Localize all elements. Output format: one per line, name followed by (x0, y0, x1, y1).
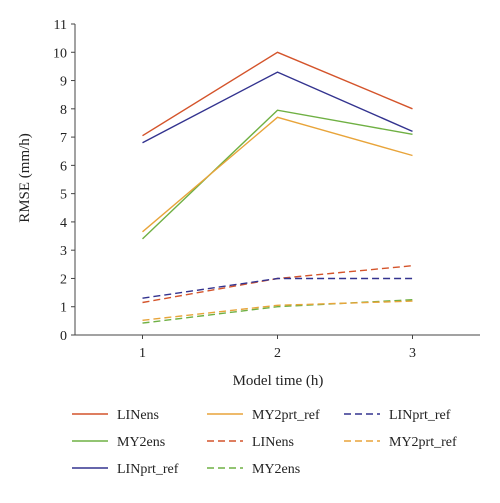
y-tick-label: 11 (54, 18, 67, 33)
series-line-solid-linens (142, 51, 413, 137)
legend: LINens MY2prt_ref LINprt_ref MY2ens LINens MY… (72, 408, 457, 477)
x-axis-label: Model time (h) (233, 373, 324, 389)
series-line-solid-my2prt-ref (142, 116, 413, 233)
y-tick-label: 1 (60, 301, 67, 316)
legend-label: MY2ens (252, 462, 300, 477)
y-tick-label: 9 (60, 75, 67, 90)
y-tick-label: 3 (60, 244, 67, 259)
series-line-solid-linprt-ref (142, 71, 413, 144)
y-tick-label: 4 (60, 216, 67, 231)
legend-label: MY2prt_ref (252, 408, 320, 423)
y-tick-label: 2 (60, 272, 67, 287)
legend-label: LINens (117, 408, 159, 423)
y-tick-label: 5 (60, 188, 67, 203)
legend-label: LINprt_ref (389, 408, 451, 423)
y-tick-label: 6 (60, 159, 67, 174)
series-layer (142, 51, 413, 324)
series-line-solid-my2ens (142, 109, 413, 240)
series-line-dashed-linprt-ref (142, 277, 413, 299)
y-tick-label: 8 (60, 103, 67, 118)
series-line-dashed-linens (142, 265, 413, 304)
legend-label: MY2ens (117, 435, 165, 450)
series-line-dashed-my2ens (142, 299, 413, 324)
legend-label: LINprt_ref (117, 462, 179, 477)
legend-label: MY2prt_ref (389, 435, 457, 450)
x-tick-label: 3 (409, 346, 416, 361)
legend-label: LINens (252, 435, 294, 450)
y-tick-label: 10 (53, 46, 67, 61)
y-tick-label: 0 (60, 329, 67, 344)
y-axis-label: RMSE (mm/h) (17, 133, 33, 223)
series-line-dashed-my2prt-ref (142, 300, 413, 321)
x-tick-label: 2 (274, 346, 281, 361)
y-tick-label: 7 (60, 131, 67, 146)
x-tick-label: 1 (139, 346, 146, 361)
